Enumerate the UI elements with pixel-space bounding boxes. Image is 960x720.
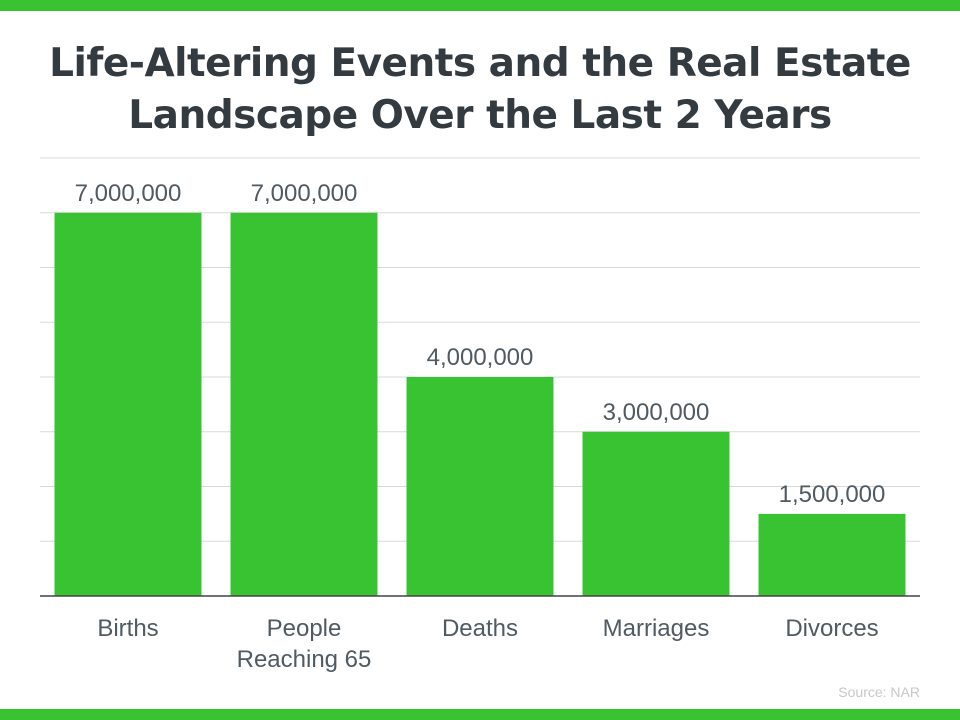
data-label: 7,000,000 [75,180,182,207]
bar-deaths [406,377,554,596]
data-label: 7,000,000 [251,180,358,207]
x-tick-label: Deaths [442,615,518,642]
data-label: 4,000,000 [427,344,534,371]
x-tick-label: People Reaching 65 [237,615,372,673]
bottom-accent-bar [0,709,960,720]
source-note: Source: NAR [838,684,920,700]
top-accent-bar [0,0,960,11]
chart-title: Life-Altering Events and the Real Estate… [49,41,911,138]
x-tick-label: Births [97,615,158,642]
x-tick-label: Divorces [785,615,878,642]
bar-divorces [758,513,906,596]
data-label: 1,500,000 [779,481,886,508]
x-tick-label: Marriages [603,615,710,642]
bar-births [54,212,202,596]
data-label: 3,000,000 [603,399,710,426]
bar-people-reaching-65 [230,212,378,596]
bar-marriages [582,431,730,596]
